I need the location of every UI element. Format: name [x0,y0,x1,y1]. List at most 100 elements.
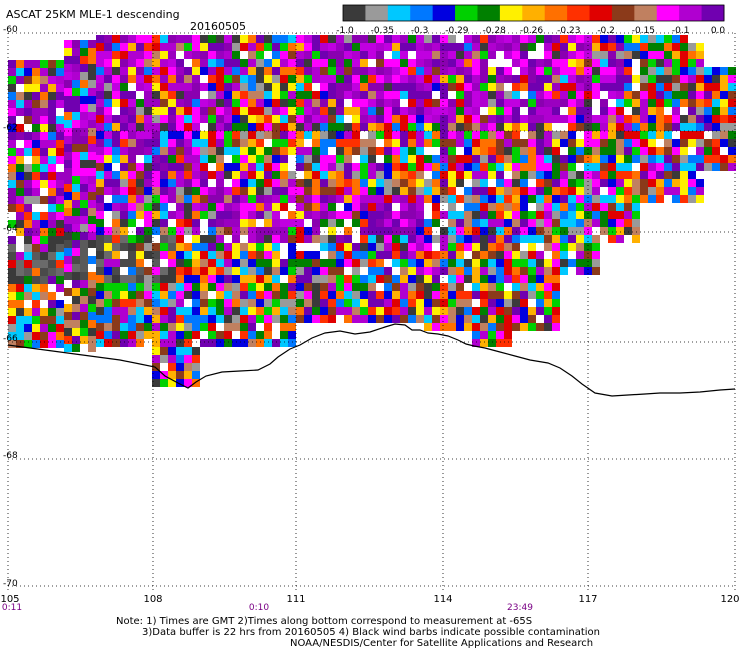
data-pixel [536,203,544,211]
data-pixel [384,51,392,59]
data-pixel [160,139,168,147]
data-pixel [312,91,320,99]
data-pixel [624,35,632,43]
data-pixel [168,155,176,163]
data-pixel [128,107,136,115]
data-pixel [560,107,568,115]
data-pixel [304,235,312,243]
data-pixel [448,115,456,123]
data-pixel [56,84,64,92]
data-pixel [40,60,48,68]
data-pixel [168,307,176,315]
data-pixel [648,155,656,163]
data-pixel [160,147,168,155]
data-pixel [240,43,248,51]
data-pixel [192,35,200,43]
data-pixel [552,211,560,219]
data-pixel [704,83,712,91]
data-pixel [616,67,624,75]
data-pixel [48,156,56,164]
data-pixel [168,219,176,227]
data-pixel [400,115,408,123]
data-pixel [320,315,328,323]
data-pixel [24,188,32,196]
data-pixel [24,268,32,276]
data-pixel [448,227,456,235]
data-pixel [48,124,56,132]
data-pixel [32,284,40,292]
data-pixel [232,123,240,131]
data-pixel [472,307,480,315]
data-pixel [240,147,248,155]
data-pixel [632,123,640,131]
data-pixel [680,179,688,187]
data-pixel [448,251,456,259]
data-pixel [648,171,656,179]
data-pixel [232,235,240,243]
data-pixel [256,211,264,219]
data-pixel [408,91,416,99]
data-pixel [480,171,488,179]
data-pixel [392,83,400,91]
data-pixel [496,83,504,91]
data-pixel [400,187,408,195]
data-pixel [672,147,680,155]
data-pixel [72,168,80,176]
colorbar-swatch [499,5,523,21]
data-pixel [72,200,80,208]
data-pixel [664,35,672,43]
data-pixel [56,316,64,324]
data-pixel [528,67,536,75]
data-pixel [592,187,600,195]
data-pixel [152,67,160,75]
data-pixel [312,139,320,147]
data-pixel [232,179,240,187]
data-pixel [224,291,232,299]
data-pixel [424,267,432,275]
data-pixel [224,187,232,195]
data-pixel [592,99,600,107]
data-pixel [552,235,560,243]
data-pixel [272,83,280,91]
data-pixel [360,315,368,323]
data-pixel [120,299,128,307]
data-pixel [408,195,416,203]
data-pixel [584,163,592,171]
data-pixel [440,179,448,187]
data-pixel [712,75,720,83]
data-pixel [96,51,104,59]
data-pixel [288,83,296,91]
data-pixel [192,123,200,131]
data-pixel [120,219,128,227]
data-pixel [88,160,96,168]
data-pixel [416,139,424,147]
data-pixel [192,299,200,307]
data-pixel [696,67,704,75]
data-pixel [648,147,656,155]
data-pixel [640,195,648,203]
data-pixel [272,283,280,291]
data-pixel [376,51,384,59]
data-pixel [328,291,336,299]
data-pixel [336,123,344,131]
data-pixel [80,64,88,72]
data-pixel [240,283,248,291]
data-pixel [8,140,16,148]
data-pixel [592,267,600,275]
data-pixel [120,275,128,283]
data-pixel [528,139,536,147]
data-pixel [296,267,304,275]
data-pixel [640,147,648,155]
data-pixel [648,99,656,107]
data-pixel [416,187,424,195]
data-pixel [328,195,336,203]
data-pixel [368,99,376,107]
data-pixel [224,339,232,347]
data-pixel [64,168,72,176]
data-pixel [120,331,128,339]
data-pixel [376,179,384,187]
data-pixel [584,115,592,123]
data-pixel [344,179,352,187]
data-pixel [608,195,616,203]
data-pixel [520,51,528,59]
